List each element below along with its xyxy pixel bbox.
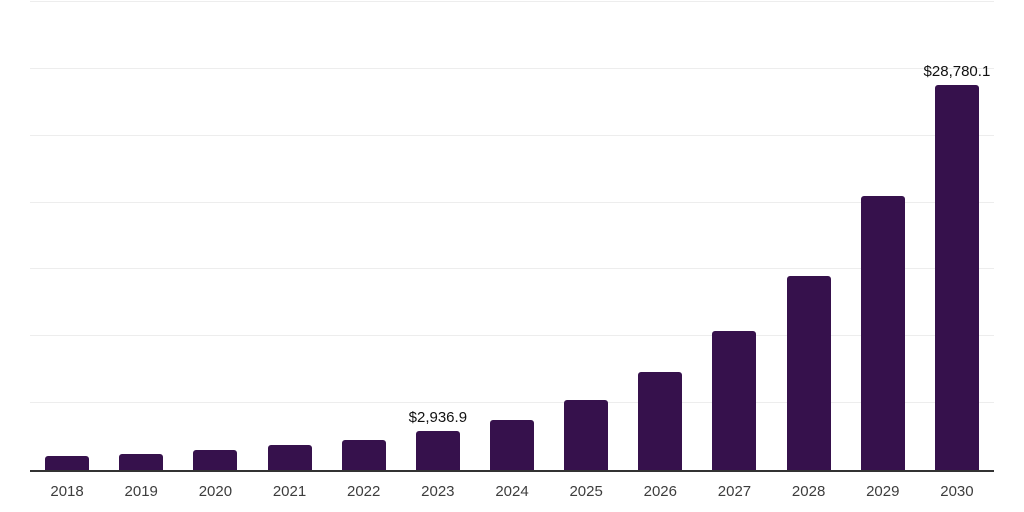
bar-2028[interactable] xyxy=(786,276,831,470)
x-axis-tick-label-2022: 2022 xyxy=(347,483,381,500)
bar-value-label-2030: $28,780.1 xyxy=(923,63,991,81)
bar-2021[interactable] xyxy=(267,444,312,470)
bar-value-label-2023: $2,936.9 xyxy=(408,408,468,426)
x-axis-tick-label-2029: 2029 xyxy=(866,483,900,500)
x-axis-tick-label-2026: 2026 xyxy=(643,483,677,500)
bar-2019[interactable] xyxy=(119,453,164,470)
x-axis: 2018 2019 2020 2021 2022 2023 2024 2025 2026 2027… xyxy=(30,484,994,506)
x-axis-tick-label-2019: 2019 xyxy=(124,483,158,500)
bar-2020[interactable] xyxy=(193,449,238,470)
x-axis-tick-label-2023: 2023 xyxy=(421,483,455,500)
bar-2026[interactable] xyxy=(638,372,683,470)
gridline xyxy=(30,1,994,2)
x-axis-tick-label-2028: 2028 xyxy=(791,483,826,500)
x-axis-tick-label-2027: 2027 xyxy=(717,483,752,500)
bar-2024[interactable] xyxy=(490,420,534,470)
bar-2022[interactable] xyxy=(341,439,386,470)
bar-2029[interactable] xyxy=(860,196,905,470)
gridline xyxy=(30,268,994,270)
bar-2018[interactable] xyxy=(45,456,90,470)
x-axis-tick-label-2025: 2025 xyxy=(569,483,603,500)
bar-2027[interactable] xyxy=(712,331,757,470)
gridline xyxy=(30,335,994,337)
bar-2030[interactable] xyxy=(934,85,979,470)
gridline xyxy=(30,67,994,69)
bar-2025[interactable] xyxy=(564,399,609,470)
bar-2023[interactable] xyxy=(415,430,460,470)
x-axis-tick-label-2020: 2020 xyxy=(198,483,233,500)
x-axis-tick-label-2030: 2030 xyxy=(940,483,974,500)
plot-area: $2,936.9 $28,780.1 xyxy=(30,1,994,472)
x-axis-tick-label-2024: 2024 xyxy=(495,483,529,500)
gridline xyxy=(30,134,994,136)
gridline xyxy=(30,201,994,203)
x-axis-tick-label-2018: 2018 xyxy=(50,483,84,500)
x-axis-tick-label-2021: 2021 xyxy=(272,483,307,500)
gridline xyxy=(30,402,994,404)
